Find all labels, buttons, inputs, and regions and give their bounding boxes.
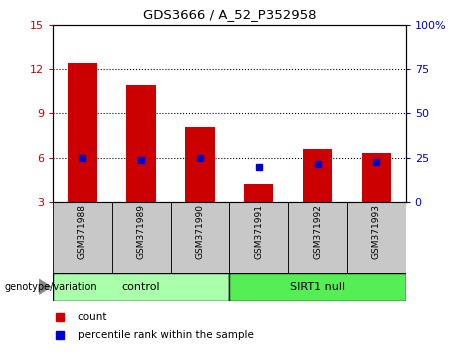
Text: GSM371992: GSM371992 [313,204,322,259]
Bar [68,63,97,202]
Title: GDS3666 / A_52_P352958: GDS3666 / A_52_P352958 [142,8,316,21]
Text: count: count [78,312,107,322]
Bar [185,127,215,202]
Text: percentile rank within the sample: percentile rank within the sample [78,330,254,339]
Bar [171,202,230,273]
Bar [347,202,406,273]
Text: GSM371991: GSM371991 [254,204,263,259]
Bar [53,202,112,273]
Bar [126,85,156,202]
Text: GSM371988: GSM371988 [78,204,87,259]
Bar [303,149,332,202]
Text: genotype/variation: genotype/variation [5,282,97,292]
Bar [53,273,230,301]
Text: GSM371989: GSM371989 [136,204,146,259]
Polygon shape [39,279,51,294]
Text: SIRT1 null: SIRT1 null [290,282,345,292]
Text: control: control [122,282,160,292]
Bar [229,273,406,301]
Bar [244,184,273,202]
Text: GSM371993: GSM371993 [372,204,381,259]
Bar [229,202,288,273]
Bar [361,153,391,202]
Bar [112,202,171,273]
Bar [288,202,347,273]
Text: GSM371990: GSM371990 [195,204,205,259]
